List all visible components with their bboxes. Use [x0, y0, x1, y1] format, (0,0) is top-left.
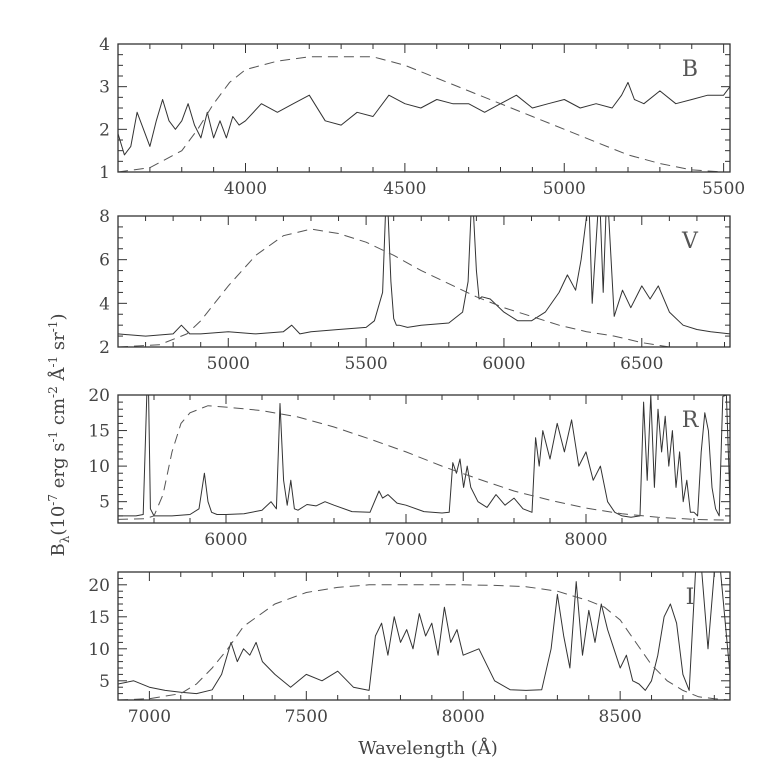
x-tick-label: 8500 — [599, 707, 642, 727]
band-label: R — [682, 408, 700, 433]
filter-curve-R — [118, 405, 730, 521]
x-tick-label: 4000 — [224, 179, 267, 199]
y-tick-label: 5 — [99, 493, 110, 513]
y-tick-label: 5 — [99, 672, 110, 692]
y-tick-label: 3 — [99, 78, 110, 98]
spectrum-line-R — [118, 395, 730, 518]
panel-I: 7000 7500 8000 8500 5 10 15 20 I — [88, 571, 731, 727]
spectrum-line-V — [118, 216, 730, 337]
x-tick-label: 5500 — [344, 354, 387, 374]
x-axis-title: Wavelength (Å) — [358, 737, 498, 759]
y-tick-label: 4 — [99, 35, 110, 55]
y-tick-label: 10 — [88, 457, 110, 477]
y-tick-label: 4 — [99, 294, 110, 314]
filter-curve-I — [118, 584, 730, 700]
x-tick-label: 4500 — [383, 179, 426, 199]
axis-frame — [117, 215, 731, 348]
band-label: B — [682, 57, 698, 82]
y-tick-label: 20 — [88, 576, 110, 596]
x-tick-label: 5500 — [702, 179, 745, 199]
panel-B: 4000 4500 5000 5500 1 2 3 4 B — [99, 35, 745, 199]
x-tick-label: 7000 — [384, 530, 427, 550]
x-tick-label: 6000 — [482, 354, 525, 374]
x-tick-label: 8000 — [442, 707, 485, 727]
y-tick-label: 10 — [88, 640, 110, 660]
x-tick-label: 7000 — [128, 707, 171, 727]
x-tick-label: 5000 — [207, 354, 250, 374]
y-tick-label: 20 — [88, 386, 110, 406]
spectrum-line-B — [118, 81, 730, 156]
x-tick-label: 6000 — [204, 530, 247, 550]
axis-frame — [117, 571, 731, 701]
y-tick-label: 15 — [88, 422, 110, 442]
panel-V: 5000 5500 6000 6500 2 4 6 8 V — [99, 207, 731, 374]
x-tick-label: 8000 — [564, 530, 607, 550]
band-label: I — [686, 585, 695, 610]
x-tick-label: 6500 — [620, 354, 663, 374]
y-axis-title: Bλ(10-7 erg s-1 cm-2 Å-1 sr-1) — [46, 314, 72, 557]
panels: 4000 4500 5000 5500 1 2 3 4 B 5000 5500 6000 6500 2 4 6… — [88, 35, 745, 727]
y-tick-label: 6 — [99, 251, 110, 271]
y-tick-label: 1 — [99, 163, 110, 183]
panel-R: 6000 7000 8000 5 10 15 20 R — [88, 386, 731, 550]
y-tick-label: 15 — [88, 608, 110, 628]
x-tick-label: 7500 — [285, 707, 328, 727]
x-tick-label: 5000 — [543, 179, 586, 199]
y-tick-label: 8 — [99, 207, 110, 227]
axis-frame — [117, 43, 731, 173]
filter-curve-B — [118, 56, 724, 172]
filter-curve-V — [118, 228, 670, 347]
band-label: V — [681, 229, 699, 254]
spectrum-line-I — [118, 572, 730, 695]
y-tick-label: 2 — [99, 338, 110, 358]
y-tick-label: 2 — [99, 120, 110, 140]
